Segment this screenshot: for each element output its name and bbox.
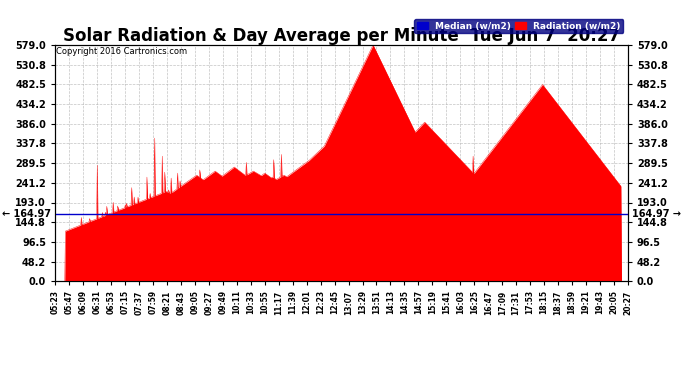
Text: ← 164.97: ← 164.97 <box>2 209 51 219</box>
Legend: Median (w/m2), Radiation (w/m2): Median (w/m2), Radiation (w/m2) <box>414 19 623 33</box>
Title: Solar Radiation & Day Average per Minute  Tue Jun 7  20:27: Solar Radiation & Day Average per Minute… <box>63 27 620 45</box>
Text: 164.97 →: 164.97 → <box>632 209 681 219</box>
Text: Copyright 2016 Cartronics.com: Copyright 2016 Cartronics.com <box>56 47 187 56</box>
